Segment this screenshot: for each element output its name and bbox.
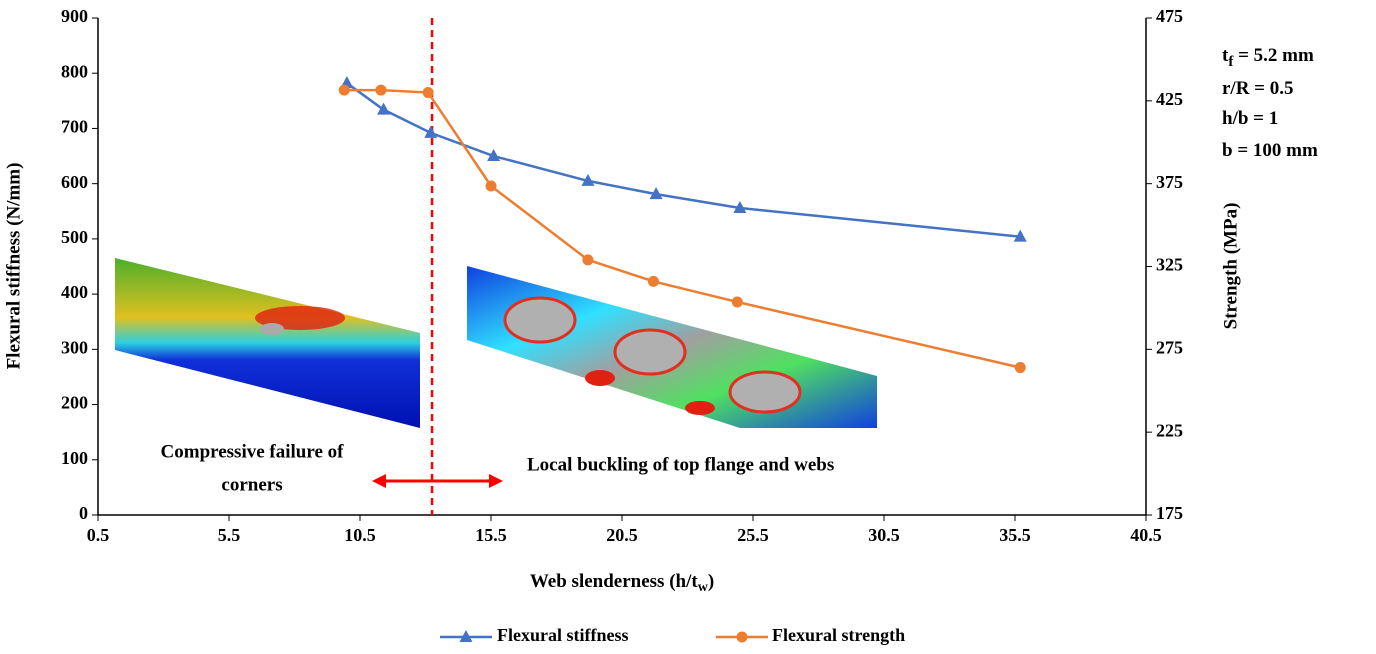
annotation: corners <box>221 474 282 495</box>
y2-tick-label: 425 <box>1156 89 1183 109</box>
arrow <box>372 474 503 488</box>
y2-tick-label: 275 <box>1156 337 1183 357</box>
parameter-text: b = 100 mm <box>1222 140 1318 161</box>
x-axis-label-part: Web slenderness (h/t <box>530 571 699 592</box>
x-tick-label: 35.5 <box>999 525 1031 545</box>
fe-image-left <box>115 258 420 428</box>
x-tick-label: 5.5 <box>218 525 241 545</box>
y-tick-label: 500 <box>61 227 88 247</box>
x-tick-label: 15.5 <box>475 525 507 545</box>
y-tick-label: 300 <box>61 337 88 357</box>
y2-tick-label: 375 <box>1156 172 1183 192</box>
y-tick-label: 700 <box>61 117 88 137</box>
y2-tick-label: 175 <box>1156 503 1183 523</box>
fe-image-right <box>467 266 877 428</box>
y2-axis-label: Strength (MPa) <box>1220 203 1241 330</box>
parameter-part: h/b = 1 <box>1222 108 1278 129</box>
marker <box>1015 362 1026 373</box>
parameter-part: r/R = 0.5 <box>1222 78 1294 99</box>
x-tick-label: 30.5 <box>868 525 900 545</box>
x-tick-label: 10.5 <box>344 525 376 545</box>
parameter-part: = 5.2 mm <box>1233 45 1314 66</box>
marker <box>423 87 434 98</box>
x-axis-label: Web slenderness (h/tw) <box>530 571 714 595</box>
series-line <box>347 83 1020 237</box>
legend-label: Flexural strength <box>772 625 905 645</box>
y2-tick-label: 325 <box>1156 255 1183 275</box>
legend-label: Flexural stiffness <box>497 625 628 645</box>
y2-tick-label: 225 <box>1156 420 1183 440</box>
x-tick-label: 0.5 <box>87 525 110 545</box>
x-tick-label: 40.5 <box>1130 525 1162 545</box>
y2-tick-label: 475 <box>1156 6 1183 26</box>
marker <box>377 103 390 115</box>
marker <box>339 85 350 96</box>
y-tick-label: 900 <box>61 6 88 26</box>
y-tick-label: 100 <box>61 448 88 468</box>
y-tick-label: 400 <box>61 282 88 302</box>
legend-marker <box>737 632 748 643</box>
x-axis-label-part: ) <box>708 571 714 592</box>
y-tick-label: 800 <box>61 61 88 81</box>
parameter-text: tf = 5.2 mm <box>1222 45 1314 70</box>
marker <box>486 180 497 191</box>
y-tick-label: 600 <box>61 172 88 192</box>
x-tick-label: 20.5 <box>606 525 638 545</box>
marker <box>648 276 659 287</box>
marker <box>375 85 386 96</box>
annotation: Local buckling of top flange and webs <box>527 454 834 475</box>
x-tick-label: 25.5 <box>737 525 769 545</box>
y-tick-label: 200 <box>61 393 88 413</box>
parameter-part: b = 100 mm <box>1222 140 1318 161</box>
annotation: Compressive failure of <box>161 441 345 462</box>
parameter-text: r/R = 0.5 <box>1222 78 1294 99</box>
y-axis-label: Flexural stiffness (N/mm) <box>3 163 24 370</box>
chart: Compressive failure of corners Local buc… <box>0 0 1376 654</box>
marker <box>732 296 743 307</box>
y-tick-label: 0 <box>79 503 88 523</box>
marker <box>582 254 593 265</box>
parameter-text: h/b = 1 <box>1222 108 1278 129</box>
